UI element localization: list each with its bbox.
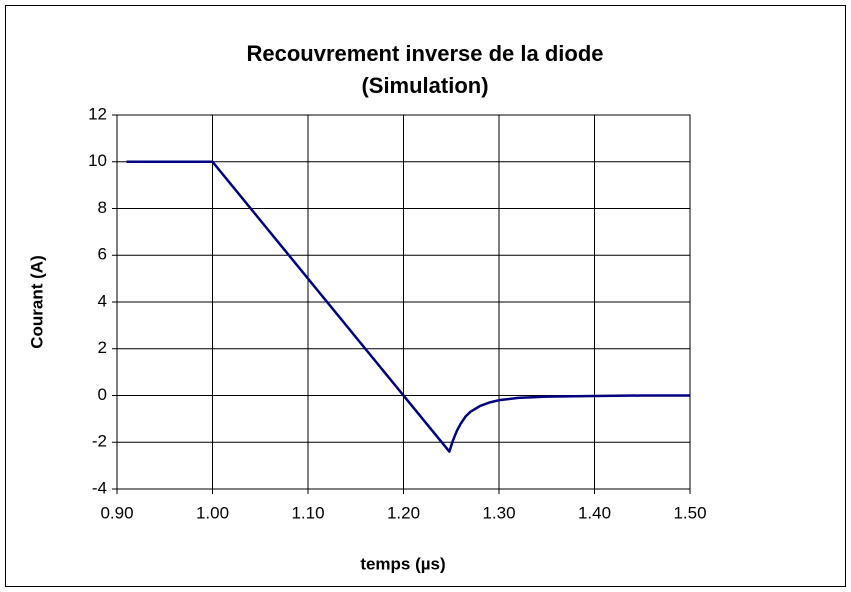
x-tick-label: 1.10	[291, 503, 324, 522]
y-tick-label: 12	[88, 104, 107, 123]
line-series	[126, 160, 690, 453]
x-tick-label: 1.20	[387, 503, 420, 522]
y-tick-label: 2	[98, 338, 107, 357]
y-tick-label: 0	[98, 385, 107, 404]
y-tick-label: -2	[92, 432, 107, 451]
y-tick-label: 8	[98, 198, 107, 217]
x-tick-label: 1.50	[673, 503, 706, 522]
y-tick-label: 4	[98, 291, 107, 310]
x-axis-title: temps (µs)	[360, 554, 445, 573]
x-tick-label: 1.40	[578, 503, 611, 522]
y-tick-label: -4	[92, 478, 107, 497]
y-tick-label: 10	[88, 151, 107, 170]
y-axis-title: Courant (A)	[27, 255, 46, 348]
x-tick-label: 0.90	[100, 503, 133, 522]
x-tick-label: 1.00	[196, 503, 229, 522]
plot-border	[116, 114, 691, 490]
x-tick-label: 1.30	[482, 503, 515, 522]
y-tick-label: 6	[98, 245, 107, 264]
chart-title: Recouvrement inverse de la diode	[246, 41, 603, 66]
chart-subtitle: (Simulation)	[361, 73, 488, 98]
